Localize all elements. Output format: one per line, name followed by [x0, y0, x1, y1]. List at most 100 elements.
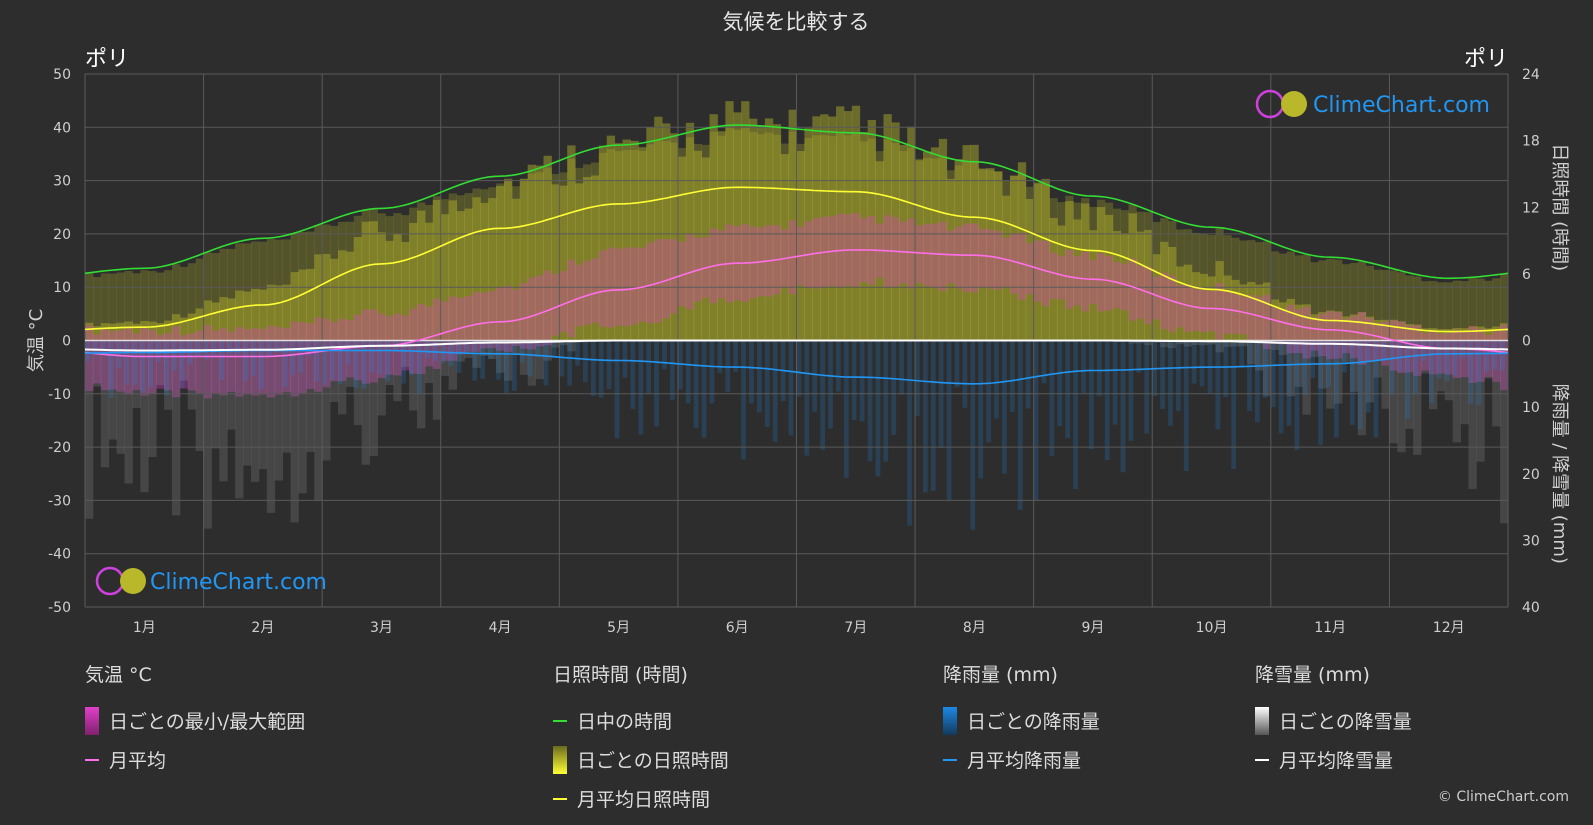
- rain-daily-bar: [148, 340, 153, 388]
- sunshine-daily-bar: [1436, 329, 1446, 341]
- x-month-tick-label: 1月: [133, 620, 156, 636]
- daylight-daily-bar: [164, 270, 173, 341]
- y-right-top-tick-label: 6: [1522, 267, 1531, 283]
- sunshine-daily-bar: [85, 322, 94, 341]
- daylight-daily-bar: [1120, 210, 1129, 341]
- snow-daily-bar: [1191, 340, 1201, 346]
- rain-daily-bar: [701, 340, 707, 438]
- temp-daily-bar: [899, 221, 908, 284]
- sunshine-daily-bar: [148, 321, 157, 341]
- sunshine-daily-bar: [843, 111, 853, 341]
- sunshine-daily-bar: [622, 139, 631, 341]
- sunshine-daily-bar: [1349, 314, 1359, 341]
- sunshine-daily-bar: [496, 185, 505, 341]
- rain-daily-bar: [140, 340, 146, 393]
- rain-daily-bar: [590, 340, 596, 396]
- rain-daily-bar: [630, 340, 636, 409]
- location-right: ポリ: [1464, 47, 1508, 72]
- temp-daily-bar: [1065, 249, 1074, 309]
- daylight-daily-bar: [1349, 262, 1359, 341]
- legend-swatch: [85, 758, 99, 761]
- sunshine-daily-bar: [1341, 316, 1351, 341]
- sunshine-daily-bar: [1468, 326, 1477, 341]
- temp-daily-bar: [92, 334, 102, 384]
- sunshine-avg-line: [84, 186, 1509, 333]
- rain-daily-bar: [1389, 340, 1395, 395]
- rain-daily-bar: [1239, 340, 1244, 368]
- daylight-daily-bar: [148, 271, 157, 341]
- temp-daily-bar: [1421, 333, 1430, 371]
- temp-daily-bar: [187, 333, 197, 391]
- snow-daily-bar: [480, 340, 489, 356]
- temp-daily-bar: [511, 289, 521, 346]
- sunshine-daily-bar: [970, 144, 979, 341]
- temp-daily-bar: [282, 328, 291, 393]
- temp-daily-bar: [535, 275, 544, 347]
- daylight-daily-bar: [654, 140, 663, 341]
- rain-daily-bar: [377, 340, 383, 375]
- rain-daily-bar: [717, 340, 723, 373]
- legend-item: 月平均降雪量: [1255, 740, 1412, 779]
- daylight-daily-bar: [1207, 235, 1216, 341]
- temp-daily-bar: [195, 330, 204, 394]
- rain-daily-bar: [654, 340, 659, 427]
- legend-item: 日中の時間: [553, 701, 729, 740]
- temp-daily-bar: [1009, 234, 1019, 294]
- legend-item: 日ごとの日照時間: [553, 740, 729, 779]
- daylight-daily-bar: [883, 139, 892, 341]
- rain-daily-bar: [796, 340, 802, 397]
- logo-sun-icon: [1281, 91, 1307, 117]
- daylight-daily-bar: [970, 162, 979, 341]
- legend-swatch: [943, 758, 957, 761]
- y-left-tick-label: -40: [48, 547, 71, 563]
- sunshine-daily-bar: [922, 151, 932, 341]
- temp-daily-bar: [345, 319, 355, 378]
- daylight-daily-bar: [804, 138, 813, 341]
- daylight-daily-bar: [1460, 281, 1469, 341]
- temp-daily-bar: [1168, 275, 1177, 332]
- daylight-daily-bar: [274, 239, 284, 341]
- sunshine-daily-bar: [464, 208, 473, 341]
- rain-daily-bar: [764, 340, 770, 428]
- daylight-daily-bar: [875, 151, 884, 341]
- rain-daily-bar: [298, 340, 304, 373]
- daylight-daily-bar: [709, 131, 718, 341]
- y-right-bottom-tick-label: 20: [1522, 467, 1540, 483]
- temp-daily-bar: [1357, 312, 1367, 365]
- snow-daily-bar: [282, 340, 291, 453]
- daylight-daily-bar: [1049, 198, 1058, 341]
- snow-avg-line: [84, 339, 1509, 352]
- sunshine-daily-bar: [685, 122, 695, 341]
- daylight-daily-bar: [527, 173, 537, 341]
- sunshine-daily-bar: [1334, 311, 1343, 341]
- rain-daily-bar: [1191, 340, 1197, 384]
- temp-daily-bar: [551, 273, 560, 336]
- snow-daily-bar: [559, 340, 568, 346]
- temp-daily-bar: [472, 292, 481, 352]
- daylight-daily-bar: [670, 142, 679, 341]
- x-month-tick-label: 9月: [1081, 620, 1104, 636]
- sunshine-daily-bar: [654, 116, 663, 341]
- rain-daily-bar: [772, 340, 778, 442]
- rain-daily-bar: [258, 340, 264, 390]
- daylight-daily-bar: [1357, 261, 1367, 341]
- rain-daily-bar: [1468, 340, 1474, 404]
- rain-daily-bar: [662, 340, 667, 370]
- sunshine-daily-bar: [812, 116, 821, 341]
- temp-daily-bar: [978, 228, 987, 288]
- logo-ring-icon: [1255, 89, 1285, 119]
- sunshine-daily-bar: [883, 114, 892, 341]
- rain-daily-bar: [954, 340, 960, 388]
- daylight-daily-bar: [1223, 235, 1232, 341]
- logo-sun-icon: [120, 568, 146, 594]
- daylight-daily-bar: [907, 147, 916, 341]
- rain-daily-bar: [843, 340, 849, 478]
- sunshine-daily-bar: [1041, 178, 1050, 341]
- rain-daily-bar: [875, 340, 881, 477]
- daylight-daily-bar: [780, 143, 789, 341]
- sunshine-daily-bar: [527, 164, 537, 341]
- temp-daily-bar: [440, 301, 450, 361]
- temp-daily-bar: [464, 295, 473, 352]
- sunshine-daily-bar: [559, 185, 568, 341]
- sunshine-daily-bar: [132, 323, 141, 341]
